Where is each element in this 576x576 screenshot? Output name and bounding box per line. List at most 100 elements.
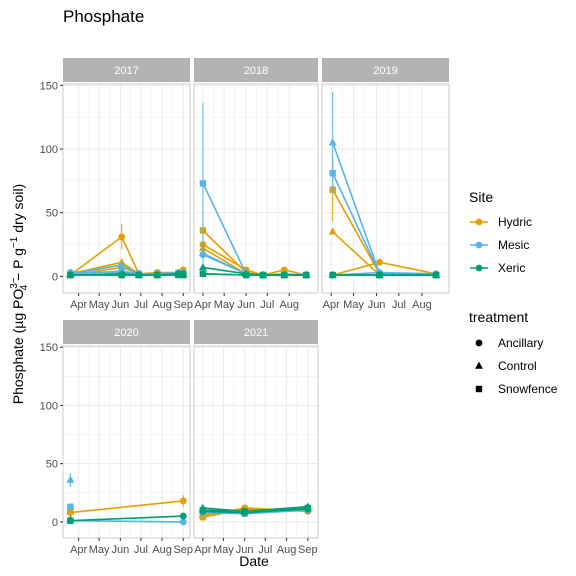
series-group [328, 91, 441, 279]
y-axis-title-main: Phosphate (µg PO [10, 289, 26, 405]
series-xeric-snowfence-point [135, 271, 143, 279]
facet-strip-label: 2020 [114, 327, 138, 339]
x-tick-label: May [213, 544, 234, 556]
x-tick-label: May [89, 544, 110, 556]
facet-strip-label: 2021 [244, 327, 268, 339]
series-hydric-ancillary-point [179, 497, 187, 505]
series-mesic-snowfence-point [67, 503, 74, 510]
series-xeric-snowfence-point [303, 271, 310, 279]
series-mesic-control-point [66, 475, 75, 483]
series-xeric-snowfence-point [242, 271, 250, 279]
series-xeric-snowfence-point [281, 271, 288, 279]
x-tick-label: Aug [152, 299, 172, 311]
facet-panel-2019: 2019 Apr May Jun Jul Aug [321, 58, 450, 311]
series-mesic-snowfence-point [329, 169, 336, 177]
series-xeric-snowfence-point [67, 271, 74, 279]
series-xeric-snowfence-point [199, 270, 207, 277]
x-tick-label: Apr [194, 544, 211, 556]
facet-panel-2018: 2018 Apr May Jun Jul Aug [193, 58, 319, 311]
x-tick-label: Jul [258, 544, 272, 556]
x-tick-label: Apr [70, 544, 87, 556]
legend-site-label: Hydric [498, 215, 532, 229]
y-tick-label: 0 [52, 517, 58, 529]
facet-strip [63, 320, 190, 344]
series-mesic-ancillary-line [70, 519, 184, 523]
x-tick-label: Jun [368, 299, 386, 311]
facet-strip [194, 58, 318, 82]
series-hydric-snowfence-point [199, 514, 207, 521]
facet-strip [194, 320, 318, 344]
y-axis-title: Phosphate (µg PO3−4 − P g−1 dry soil) [9, 184, 30, 404]
y-tick-label: 100 [40, 144, 58, 156]
series-xeric-snowfence-point [304, 504, 312, 512]
legend-site-key-point [475, 241, 483, 249]
series-group [66, 224, 188, 279]
legend-site-label: Xeric [498, 261, 525, 275]
legend-treatment-title: treatment [469, 309, 528, 325]
legend-triangle-icon [475, 361, 483, 369]
legend-site-key-point [475, 218, 483, 226]
x-tick-label: May [89, 299, 110, 311]
x-tick-label: Jul [134, 299, 148, 311]
panel-border [62, 345, 191, 539]
series-group [198, 103, 311, 279]
y-tick-label: 100 [40, 400, 58, 412]
series-xeric-snowfence-point [432, 271, 440, 279]
series-xeric-snowfence-point [241, 508, 248, 515]
panel-border [193, 345, 319, 539]
y-tick-label: 50 [46, 208, 58, 220]
x-tick-label: May [343, 299, 364, 311]
y-tick-label: 50 [46, 459, 58, 471]
y-axis-title-sup-exp: −1 [9, 236, 20, 248]
y-tick-label: 150 [40, 80, 58, 92]
series-hydric-ancillary-point [118, 233, 126, 241]
series-group [66, 472, 187, 526]
facet-panel-2020: 2020 0 50 100 150 Apr May Jun Jul Aug Sep [40, 320, 193, 556]
x-tick-label: Sep [173, 544, 193, 556]
series-xeric-snowfence-point [199, 507, 207, 514]
x-tick-label: Jun [237, 299, 255, 311]
series-xeric-snowfence-point [154, 271, 161, 279]
legend-circle-icon [475, 339, 483, 347]
panel-background [63, 84, 190, 293]
series-hydric-ancillary-point [376, 258, 383, 266]
x-tick-label: Jun [111, 299, 129, 311]
series-group [198, 502, 312, 521]
y-tick-label: 0 [52, 271, 58, 283]
x-tick-label: Jul [260, 299, 274, 311]
series-xeric-snowfence-point [376, 271, 383, 279]
series-hydric-control-point [328, 227, 337, 235]
series-xeric-snowfence-point [329, 271, 336, 279]
facet-panel-2021: 2021 Apr May Jun Jul Aug Sep [193, 320, 319, 556]
legend-square-icon [475, 385, 483, 393]
series-xeric-ancillary-point [179, 512, 187, 520]
x-tick-label: Jun [111, 544, 129, 556]
y-tick-label: 150 [40, 342, 58, 354]
facet-strip [322, 58, 449, 82]
series-hydric-ancillary-line [70, 500, 184, 514]
facet-strip-label: 2018 [244, 65, 268, 77]
x-tick-label: Aug [412, 299, 432, 311]
legend: Site Hydric Mesic Xeric treatment Ancillary Co… [469, 189, 558, 396]
x-tick-label: Apr [194, 299, 211, 311]
x-tick-label: Aug [277, 544, 297, 556]
series-xeric-snowfence-point [259, 271, 267, 279]
panel-background [194, 346, 318, 538]
facet-strip-label: 2019 [373, 65, 397, 77]
legend-site-key-point [475, 264, 483, 272]
x-tick-label: Apr [323, 299, 340, 311]
series-xeric-snowfence-point [180, 271, 187, 279]
legend-treatment-label: Snowfence [498, 382, 558, 396]
chart-title: Phosphate [63, 7, 144, 26]
y-axis-title-end: dry soil) [10, 184, 26, 237]
facet-strip [63, 58, 190, 82]
x-tick-label: Jul [134, 544, 148, 556]
x-tick-label: May [214, 299, 235, 311]
legend-site-title: Site [469, 189, 493, 205]
x-tick-label: Aug [279, 299, 299, 311]
series-xeric-snowfence-point [175, 271, 182, 279]
panel-background [63, 346, 190, 538]
x-tick-label: Apr [70, 299, 87, 311]
